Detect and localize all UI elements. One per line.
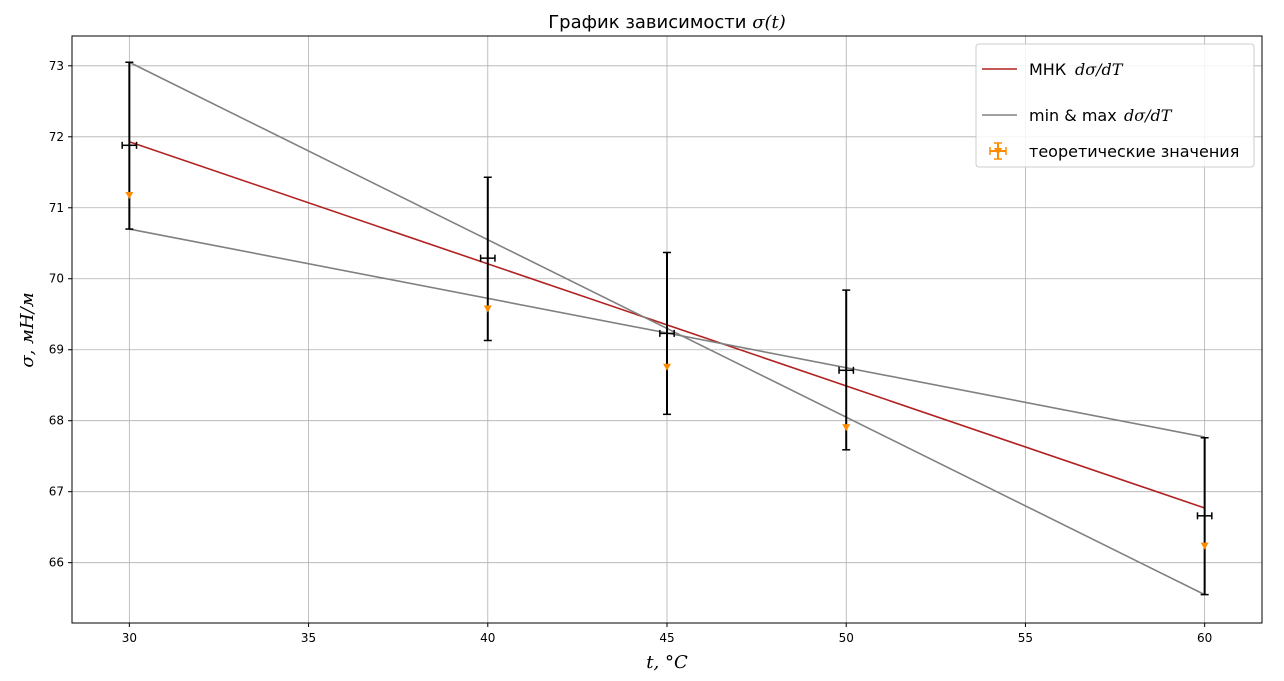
x-tick-label: 30 <box>122 631 137 645</box>
y-tick-label: 72 <box>49 130 64 144</box>
experimental-point <box>838 289 855 451</box>
experimental-point <box>479 176 496 342</box>
legend-mnk-fraction: dσ/dT <box>1075 60 1124 79</box>
theory-point <box>663 363 671 371</box>
x-tick-label: 45 <box>659 631 674 645</box>
legend: МНК dσ/dT min & max dσ/dT теоретические … <box>975 43 1255 168</box>
experimental-point <box>659 251 675 416</box>
legend-theory-label: теоретические значения <box>1029 142 1239 161</box>
theory-point <box>125 191 134 199</box>
legend-mnk-label: МНК <box>1029 60 1067 79</box>
x-tick-label: 60 <box>1197 631 1212 645</box>
y-tick-label: 68 <box>49 414 64 428</box>
x-tick-label: 40 <box>480 631 495 645</box>
y-tick-label: 73 <box>49 59 64 73</box>
y-axis-ticks: 66 67 68 69 70 71 72 73 <box>49 59 72 570</box>
legend-theory-marker <box>994 148 1002 155</box>
legend-theory-swatch <box>989 142 1007 160</box>
y-tick-label: 71 <box>49 201 64 215</box>
theoretical-points <box>125 191 1209 550</box>
y-tick-label: 69 <box>49 343 64 357</box>
legend-minmax-label: min & max <box>1029 106 1117 125</box>
x-axis-ticks: 30 35 40 45 50 55 60 <box>122 623 1212 645</box>
y-axis-label: σ, мН/м <box>17 292 38 367</box>
y-tick-label: 66 <box>49 556 64 570</box>
theory-point <box>842 424 851 432</box>
x-axis-label: t, °C <box>646 652 688 673</box>
x-tick-label: 50 <box>839 631 854 645</box>
legend-box <box>975 43 1255 168</box>
x-tick-label: 55 <box>1018 631 1033 645</box>
chart-title: График зависимости σ(t) <box>548 12 786 33</box>
y-tick-label: 70 <box>49 272 64 286</box>
y-tick-label: 67 <box>49 485 64 499</box>
theory-point <box>1200 542 1209 550</box>
experimental-point <box>121 61 138 230</box>
x-tick-label: 35 <box>301 631 316 645</box>
theory-point <box>483 305 492 313</box>
error-bars <box>121 61 1213 596</box>
legend-minmax-fraction: dσ/dT <box>1124 106 1173 125</box>
experimental-point <box>1196 436 1213 596</box>
